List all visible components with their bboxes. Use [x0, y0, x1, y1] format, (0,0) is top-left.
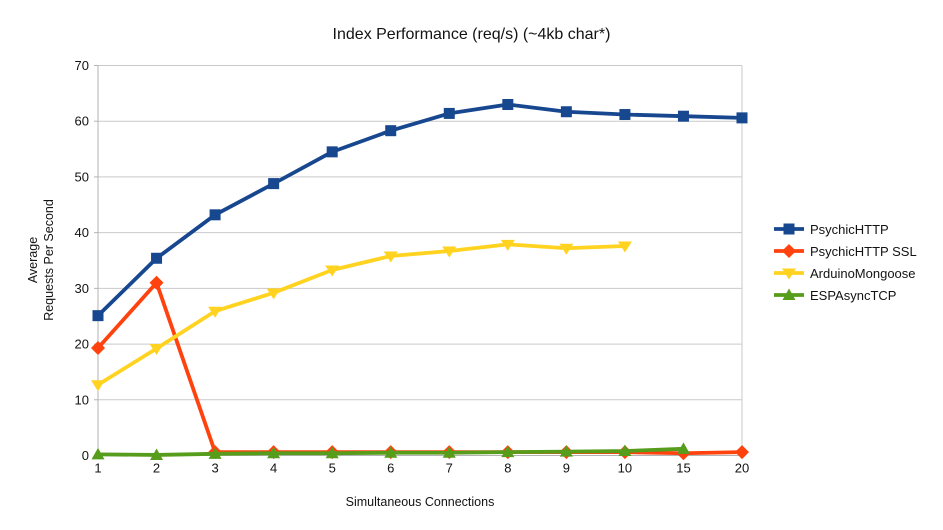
legend-marker-icon	[774, 223, 804, 235]
series-marker-triangle-up	[267, 446, 281, 459]
series-marker-triangle-down	[149, 344, 164, 356]
x-tick-label: 8	[504, 461, 511, 476]
y-axis-title-line2: Requests Per Second	[42, 199, 56, 321]
x-tick-label: 15	[676, 461, 690, 476]
series-marker-diamond	[91, 340, 105, 355]
series-marker-square	[560, 106, 572, 118]
y-axis-title: Average Requests Per Second	[25, 199, 57, 321]
series-line	[96, 242, 627, 387]
series-marker-triangle-up	[384, 446, 398, 458]
series-marker-square	[151, 252, 163, 264]
series-marker-diamond	[782, 244, 796, 258]
series-marker-square	[736, 112, 748, 124]
x-tick-label: 9	[563, 461, 570, 476]
y-tick-label: 50	[75, 169, 89, 184]
series-marker-triangle-up	[501, 445, 515, 458]
y-axis-title-line1: Average	[26, 236, 40, 284]
x-tick-label: 2	[153, 461, 160, 476]
series-marker-triangle-down	[383, 251, 398, 263]
series-marker-square	[385, 125, 397, 137]
series-marker-triangle-up	[442, 446, 456, 458]
series-marker-triangle-up	[208, 447, 222, 459]
x-tick-label: 6	[387, 461, 394, 476]
series-marker-triangle-up	[618, 444, 632, 457]
chart-title: Index Performance (req/s) (~4kb char*)	[332, 26, 611, 43]
y-tick-label: 0	[82, 448, 89, 463]
series-marker-square	[783, 223, 795, 235]
series-marker-square	[268, 178, 280, 190]
series-marker-triangle-up	[676, 442, 690, 454]
series-marker-square	[502, 99, 514, 110]
series-marker-diamond	[735, 445, 749, 460]
series-line	[96, 280, 744, 456]
series-marker-diamond	[149, 275, 164, 290]
legend-marker-icon	[774, 268, 804, 280]
series-marker-square	[209, 209, 221, 221]
legend-marker-icon	[774, 288, 804, 300]
legend-item: PsychicHTTP SSL	[774, 243, 917, 259]
x-tick-label: 1	[94, 461, 101, 476]
series-marker-square	[326, 146, 338, 158]
legend: PsychicHTTP PsychicHTTP SSL ArduinoMongoos…	[774, 221, 917, 303]
y-tick-label: 40	[75, 225, 89, 240]
y-tick-label: 30	[75, 281, 89, 296]
series-marker-triangle-up	[91, 447, 105, 460]
series-marker-square	[443, 107, 455, 119]
series-marker-triangle-up	[325, 446, 339, 459]
x-axis-title: Simultaneous Connections	[345, 495, 495, 509]
legend-item: ArduinoMongoose	[774, 265, 917, 281]
y-tick-label: 60	[75, 114, 89, 129]
series-marker-triangle-down	[325, 265, 340, 277]
y-tick-label: 70	[75, 58, 89, 73]
series-marker-square	[92, 310, 104, 322]
series-marker-triangle-up	[782, 288, 796, 300]
series-marker-triangle-down	[782, 268, 796, 280]
series-marker-triangle-down	[442, 246, 457, 258]
series-marker-triangle-up	[150, 448, 164, 460]
legend-label: PsychicHTTP SSL	[810, 243, 917, 259]
x-tick-label: 7	[446, 461, 453, 476]
legend-item: PsychicHTTP	[774, 221, 917, 237]
legend-label: ArduinoMongoose	[810, 265, 916, 281]
x-tick-label: 20	[735, 461, 749, 476]
series-marker-triangle-down	[266, 288, 281, 300]
series-line	[96, 102, 744, 318]
legend-marker-icon	[774, 244, 804, 258]
series-marker-square	[677, 110, 689, 122]
legend-item: ESPAsyncTCP	[774, 287, 917, 303]
legend-label: PsychicHTTP	[810, 221, 889, 237]
series-marker-triangle-up	[559, 445, 573, 457]
x-tick-label: 4	[270, 461, 277, 476]
y-tick-label: 10	[75, 392, 89, 407]
series-marker-triangle-down	[500, 239, 515, 251]
x-tick-label: 3	[211, 461, 218, 476]
legend-label: ESPAsyncTCP	[810, 287, 897, 303]
y-tick-label: 20	[75, 337, 89, 352]
series-marker-triangle-down	[91, 380, 105, 392]
series-marker-triangle-down	[617, 241, 632, 253]
series-marker-square	[619, 109, 631, 121]
x-tick-label: 10	[618, 461, 632, 476]
series-marker-triangle-down	[559, 243, 574, 255]
x-tick-label: 5	[329, 461, 336, 476]
series-marker-triangle-down	[208, 306, 223, 318]
